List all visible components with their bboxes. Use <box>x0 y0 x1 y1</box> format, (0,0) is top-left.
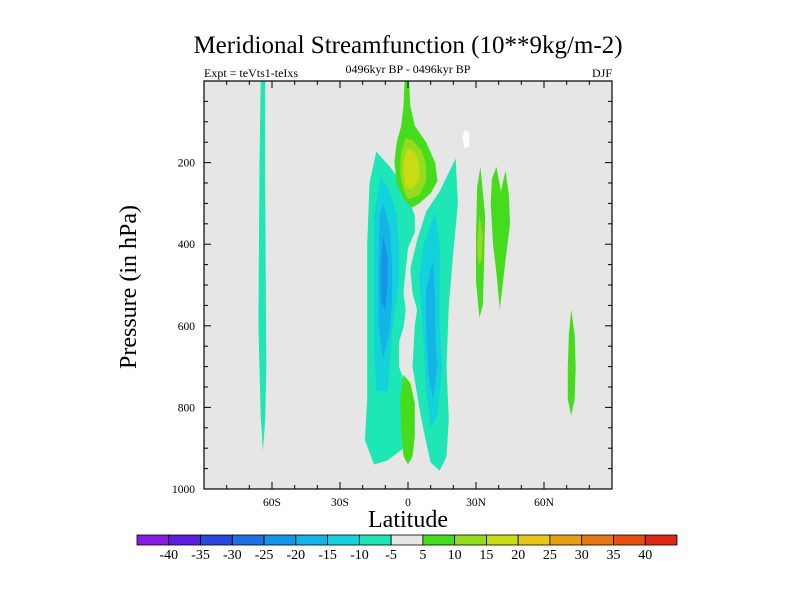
x-tick-label: 60N <box>534 497 555 509</box>
colorbar <box>136 534 678 546</box>
colorbar-labels: -40 -35 -30 -25 -20 -15 -10 -5 5 10 15 20 25 30 35 40 <box>159 548 652 563</box>
colorbar-label: -5 <box>385 548 397 563</box>
colorbar-label: 40 <box>638 548 652 563</box>
colorbar-swatch <box>231 534 265 546</box>
colorbar-swatch <box>200 534 233 546</box>
contour-neg-south-cell-core <box>380 236 388 310</box>
x-tick-label: 30N <box>466 497 487 509</box>
colorbar-label: -30 <box>223 548 242 563</box>
chart-title: Meridional Streamfunction (10**9kg/m-2) <box>193 32 622 59</box>
colorbar-swatch <box>358 534 392 546</box>
colorbar-label: -10 <box>350 548 369 563</box>
x-tick-label: 0 <box>405 497 411 509</box>
colorbar-swatch <box>422 534 456 546</box>
contour-neg-north-cell-inner <box>426 260 438 400</box>
colorbar-swatch <box>327 534 360 546</box>
colorbar-swatch <box>613 534 646 546</box>
colorbar-label: 35 <box>607 548 621 563</box>
axis-ticks <box>204 81 612 490</box>
x-tick-label: 60S <box>263 497 281 509</box>
contour-pos-72N-blob <box>567 309 576 416</box>
y-tick-label: 600 <box>178 321 196 333</box>
colorbar-swatch <box>390 534 424 546</box>
contour-fill-layer <box>258 81 576 471</box>
x-axis-label: Latitude <box>368 507 448 533</box>
colorbar-swatch <box>454 534 487 546</box>
colorbar-swatch <box>644 534 678 546</box>
y-tick-label: 200 <box>178 158 196 170</box>
colorbar-label: 5 <box>419 548 426 563</box>
colorbar-label: -40 <box>159 548 178 563</box>
colorbar-swatch <box>549 534 583 546</box>
contour-pos-equator-core <box>403 148 420 190</box>
colorbar-swatch <box>168 534 201 546</box>
y-tick-label: 400 <box>178 239 196 251</box>
colorbar-swatch <box>581 534 614 546</box>
colorbar-swatch <box>136 534 170 546</box>
subtitle-right: DJF <box>592 66 612 80</box>
subtitle-center: 0496kyr BP - 0496kyr BP <box>346 62 471 76</box>
colorbar-label: 15 <box>479 548 493 563</box>
y-tick-label: 800 <box>178 402 196 414</box>
colorbar-label: 10 <box>448 548 462 563</box>
colorbar-label: -35 <box>191 548 210 563</box>
colorbar-swatch <box>263 534 297 546</box>
contour-pos-30N-core <box>477 215 483 265</box>
colorbar-label: 20 <box>511 548 525 563</box>
contour-pos-36-44N-strips <box>490 166 510 310</box>
colorbar-label: 30 <box>575 548 589 563</box>
colorbar-label: 25 <box>543 548 557 563</box>
axis-tick-labels: 60S 30S 0 30N 60N 200 400 600 800 1000 <box>172 158 555 509</box>
x-tick-label: 30S <box>331 497 349 509</box>
colorbar-label: -15 <box>318 548 337 563</box>
colorbar-swatch <box>517 534 551 546</box>
y-axis-label: Pressure (in hPa) <box>116 205 142 369</box>
contour-neg-column-60S <box>258 81 267 452</box>
colorbar-swatch <box>486 534 519 546</box>
colorbar-swatch <box>295 534 328 546</box>
contour-pos-equator-lower <box>400 374 415 465</box>
colorbar-label: -25 <box>255 548 274 563</box>
colorbar-label: -20 <box>286 548 305 563</box>
y-tick-label: 1000 <box>172 484 195 496</box>
subtitle-left: Expt = teVts1-teIxs <box>204 66 298 80</box>
contour-pos-white-gap-30N <box>462 130 470 149</box>
